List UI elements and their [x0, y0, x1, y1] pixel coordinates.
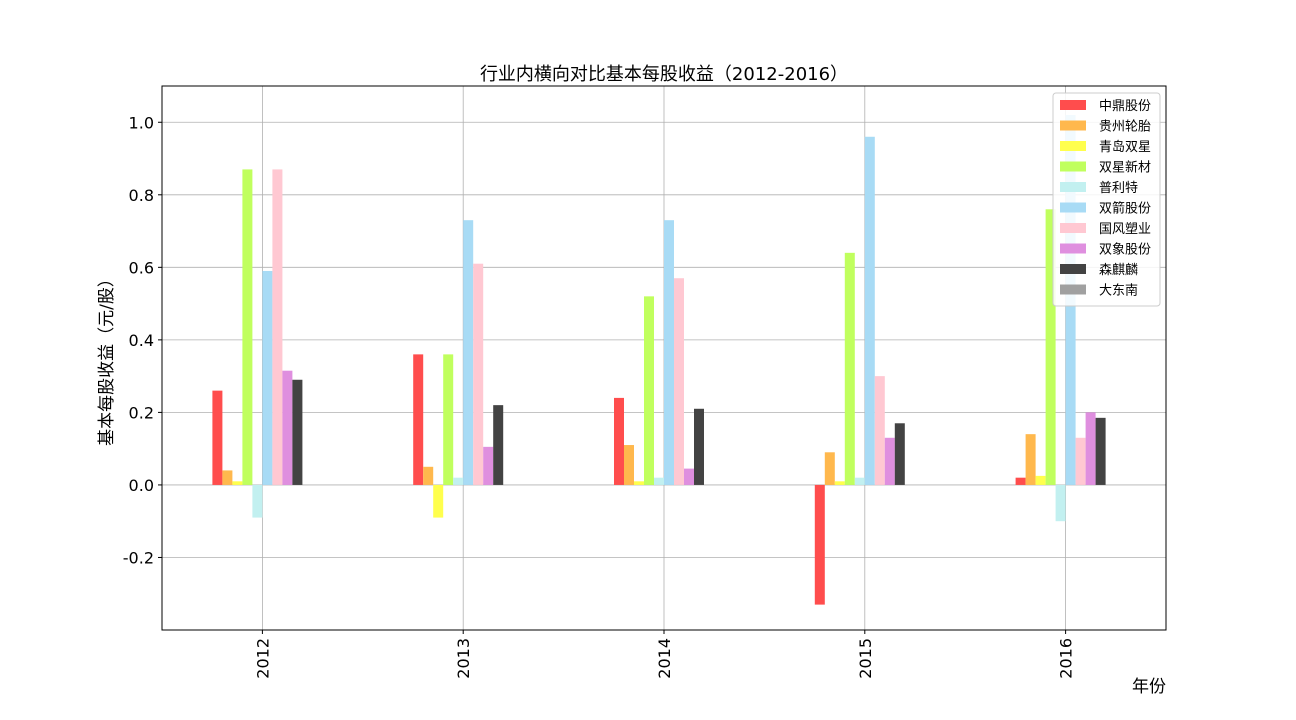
- legend-label: 森麒麟: [1099, 262, 1138, 278]
- bar: [844, 252, 855, 485]
- bar: [443, 354, 454, 485]
- bar: [824, 452, 835, 485]
- bar: [222, 470, 233, 485]
- bar: [413, 354, 424, 485]
- y-tick-label: 0.6: [129, 258, 154, 277]
- bar: [1095, 417, 1106, 485]
- bar: [1075, 437, 1086, 485]
- bar: [874, 376, 885, 485]
- legend-swatch: [1060, 161, 1086, 172]
- legend-label: 中鼎股份: [1099, 99, 1151, 114]
- legend-swatch: [1060, 202, 1086, 213]
- bar: [694, 408, 704, 485]
- bar: [232, 481, 243, 485]
- x-tick-label: 2014: [655, 638, 674, 679]
- legend-swatch: [1060, 243, 1086, 254]
- y-tick-label: 1.0: [129, 113, 154, 132]
- bar: [1085, 412, 1096, 485]
- legend-swatch: [1060, 120, 1086, 131]
- bar: [272, 169, 283, 485]
- bar: [423, 466, 434, 485]
- legend-swatch: [1060, 223, 1086, 233]
- bar: [854, 477, 865, 485]
- bar: [884, 437, 895, 485]
- bar: [614, 397, 624, 485]
- axis-ticks: -0.2 0.0 0.2 0.4 0.6 0.8 1.0 2012 2013 2014 2015 20…: [123, 113, 1076, 678]
- y-tick-label: 0.2: [129, 403, 154, 422]
- bar: [634, 481, 644, 485]
- x-tick-label: 2012: [253, 638, 272, 679]
- bar: [644, 296, 654, 485]
- bar: [1025, 434, 1036, 485]
- y-tick-label: 0.0: [129, 476, 154, 495]
- bar: [664, 220, 674, 485]
- chart-title: 行业内横向对比基本每股收益（2012-2016）: [480, 64, 848, 85]
- bar: [894, 423, 905, 485]
- legend-label: 国风塑业: [1099, 222, 1151, 237]
- bar: [433, 484, 444, 518]
- bar: [684, 468, 694, 485]
- y-tick-label: 0.8: [129, 186, 154, 205]
- legend-label: 双星新材: [1099, 160, 1151, 176]
- bar: [473, 263, 484, 485]
- legend-label: 青岛双星: [1099, 139, 1151, 155]
- bar: [212, 390, 223, 485]
- bar: [242, 169, 253, 485]
- legend-swatch: [1060, 182, 1086, 192]
- y-tick-label: 0.4: [129, 331, 154, 350]
- bar: [674, 278, 684, 485]
- bar: [654, 477, 664, 485]
- x-tick-label: 2015: [856, 638, 875, 679]
- bar: [1055, 484, 1066, 522]
- legend-label: 双箭股份: [1099, 201, 1151, 217]
- legend-label: 大东南: [1099, 283, 1138, 299]
- bar: [262, 270, 273, 485]
- bar: [814, 484, 825, 605]
- bar: [1045, 209, 1056, 485]
- legend-swatch: [1060, 284, 1086, 295]
- legend-label: 双象股份: [1099, 243, 1151, 258]
- bar: [292, 379, 303, 485]
- x-tick-label: 2016: [1057, 638, 1076, 679]
- legend-swatch: [1060, 264, 1086, 274]
- bar: [483, 446, 494, 485]
- bar: [1035, 475, 1046, 485]
- bar: [493, 405, 504, 485]
- legend-label: 贵州轮胎: [1099, 120, 1151, 135]
- legend-swatch: [1060, 100, 1086, 110]
- bar: [1015, 477, 1026, 485]
- bar: [864, 136, 875, 485]
- bar: [453, 477, 464, 485]
- bar: [282, 370, 293, 485]
- bar: [834, 481, 845, 485]
- x-axis-label: 年份: [1132, 677, 1166, 697]
- legend-label: 普利特: [1099, 181, 1138, 196]
- legend-swatch: [1060, 141, 1086, 151]
- y-axis-label: 基本每股收益（元/股）: [97, 270, 117, 446]
- bar: [624, 445, 634, 485]
- bar: [463, 220, 474, 485]
- y-tick-label: -0.2: [123, 548, 154, 567]
- x-tick-label: 2013: [454, 638, 473, 679]
- bar: [252, 484, 263, 518]
